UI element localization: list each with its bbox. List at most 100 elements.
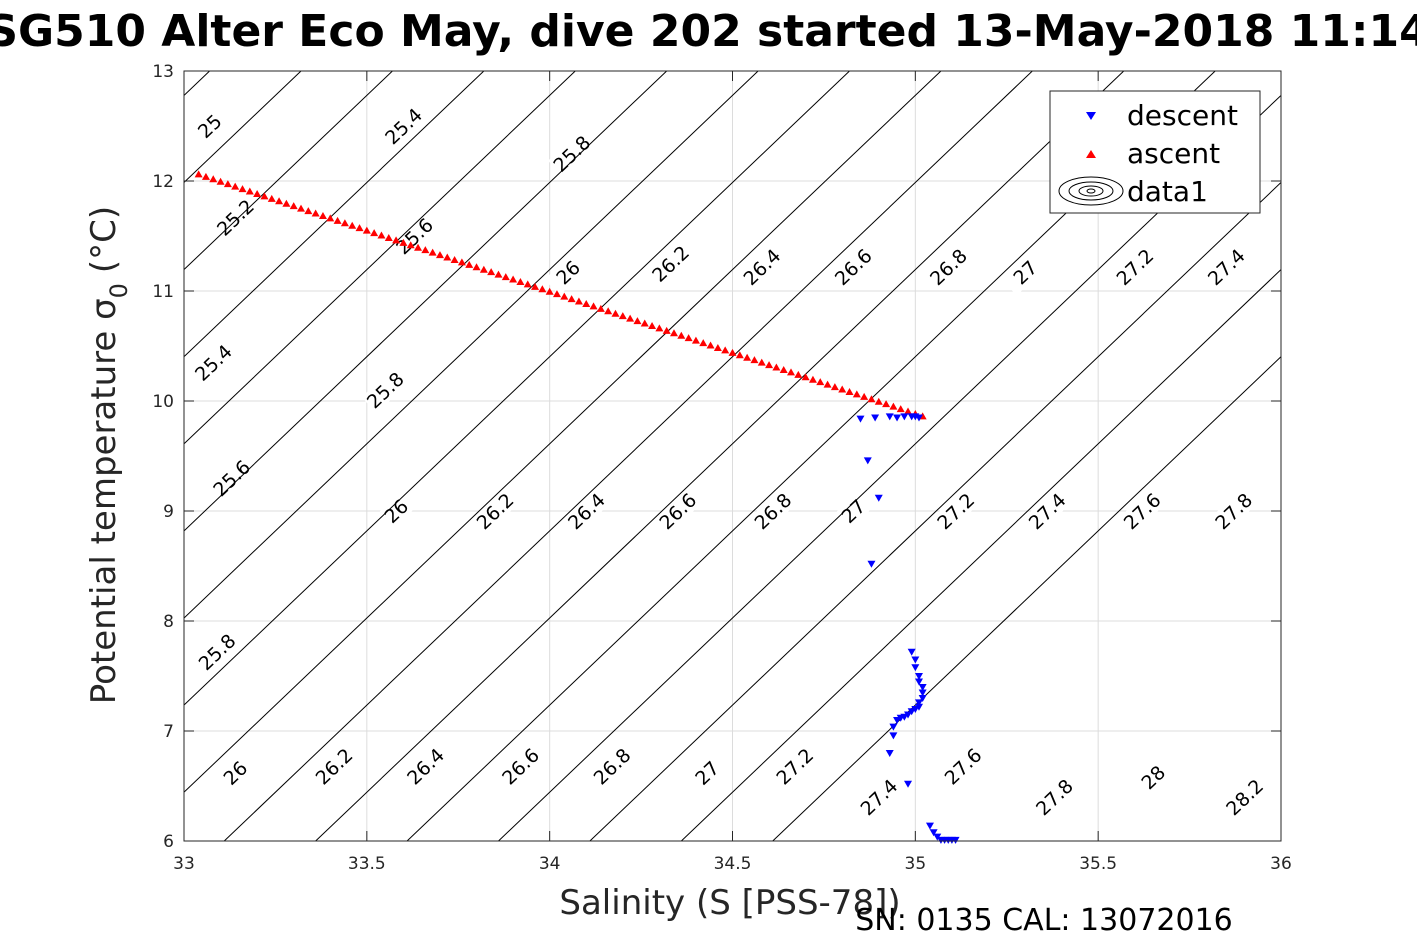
isopycnal-label-bg xyxy=(1001,249,1049,296)
y-tick-label: 7 xyxy=(163,722,174,742)
isopycnal-label-26.8: 26.8 xyxy=(926,245,972,290)
ascent-point xyxy=(757,358,766,366)
ascent-point xyxy=(560,292,569,300)
isopycnal-label-bg xyxy=(829,487,877,535)
ascent-point xyxy=(326,214,335,222)
y-axis-label: Potential temperature σ0 (°C) xyxy=(84,206,133,704)
x-tick-label: 33 xyxy=(173,854,195,874)
ascent-point xyxy=(765,361,774,369)
isopycnal-label-26.6: 26.6 xyxy=(831,245,877,290)
isopycnal-label-bg xyxy=(749,487,797,535)
isopycnal-label-bg xyxy=(186,102,234,150)
isopycnal-26.4 xyxy=(184,71,759,619)
isopycnal-label-bg xyxy=(548,130,596,177)
ascent-point xyxy=(245,187,254,195)
ascent-point xyxy=(830,383,839,391)
ascent-point xyxy=(611,309,620,317)
isopycnal-label-27.4: 27.4 xyxy=(1025,489,1071,534)
legend-descent-marker xyxy=(1086,112,1096,120)
isopycnal-label-27.2: 27.2 xyxy=(772,744,818,789)
ascent-point xyxy=(582,299,591,307)
descent-point xyxy=(907,648,916,656)
isopycnal-label-bg xyxy=(738,243,786,290)
ascent-point xyxy=(289,202,298,210)
descent-point xyxy=(885,413,894,421)
ascent-point xyxy=(487,268,496,276)
ascent-point xyxy=(253,189,262,197)
legend-ascent-marker xyxy=(1086,150,1096,158)
ascent-point xyxy=(362,226,371,234)
descent-point xyxy=(900,413,909,421)
isopycnal-label-bg xyxy=(588,743,636,790)
ascent-point xyxy=(896,405,905,413)
isopycnal-label-bg xyxy=(1220,773,1268,821)
ascent-point xyxy=(735,351,744,359)
ascent-point xyxy=(304,207,313,215)
ascent-point xyxy=(509,275,518,283)
descent-point xyxy=(871,414,880,422)
ascent-point xyxy=(801,373,810,381)
isopycnal-label-bg xyxy=(211,749,259,796)
ascent-point xyxy=(699,339,708,347)
ascent-point xyxy=(772,363,781,371)
isopycnal-label-26.2: 26.2 xyxy=(648,242,694,287)
descent-point xyxy=(951,836,960,844)
descent-point xyxy=(911,706,920,713)
isopycnal-label-bg xyxy=(1111,243,1159,290)
isopycnal-label-bg xyxy=(855,773,903,821)
descent-point xyxy=(896,714,905,722)
isopycnal-label-bg xyxy=(496,743,544,790)
isopycnal-label-bg xyxy=(1118,487,1166,535)
ascent-point xyxy=(589,302,598,310)
ascent-point xyxy=(721,346,730,354)
descent-series xyxy=(856,413,960,844)
descent-point xyxy=(918,695,927,702)
ascent-point xyxy=(238,185,247,193)
isopycnal-label-25.6: 25.6 xyxy=(209,456,255,501)
descent-point xyxy=(918,689,927,697)
y-tick-label: 6 xyxy=(163,832,174,852)
ascent-point xyxy=(574,297,583,305)
y-tick-label: 8 xyxy=(163,612,174,632)
isopycnal-label-27.6: 27.6 xyxy=(941,744,987,789)
ascent-point xyxy=(604,307,613,315)
ascent-point xyxy=(457,258,466,266)
descent-point xyxy=(918,684,927,691)
ascent-point xyxy=(421,246,430,254)
descent-point xyxy=(904,711,913,719)
descent-point xyxy=(914,699,923,707)
ascent-point xyxy=(596,304,605,312)
ascent-point xyxy=(472,263,481,271)
ascent-point xyxy=(823,380,832,388)
isopycnal-label-bg xyxy=(390,212,438,260)
isopycnal-label-25.4: 25.4 xyxy=(381,104,427,149)
isopycnal-label-bg xyxy=(361,366,409,414)
y-tick-label: 11 xyxy=(152,282,174,302)
ascent-point xyxy=(348,221,357,229)
ascent-point xyxy=(318,211,327,219)
serial-calibration-footer: SN: 0135 CAL: 13072016 xyxy=(855,903,1233,938)
ascent-point xyxy=(399,238,408,246)
isopycnal-label-27.8: 27.8 xyxy=(1211,489,1257,534)
grid xyxy=(184,71,1281,841)
isopycnal-label-bg xyxy=(1202,243,1250,290)
descent-point xyxy=(889,723,898,731)
ascent-point xyxy=(531,282,540,290)
descent-point xyxy=(893,717,902,724)
isopycnal-26.8 xyxy=(184,71,942,793)
ascent-point xyxy=(838,385,847,393)
ascent-point xyxy=(618,312,627,320)
legend-box xyxy=(1049,90,1261,214)
ascent-point xyxy=(275,197,284,205)
isopycnal-label-25.8: 25.8 xyxy=(549,132,595,177)
isopycnal-label-26.4: 26.4 xyxy=(740,245,786,290)
ascent-point xyxy=(669,329,678,337)
ascent-point xyxy=(538,285,547,293)
descent-point xyxy=(914,673,923,680)
ascent-point xyxy=(889,402,898,410)
isopycnal-label-bg xyxy=(189,339,237,386)
y-axis-label-subscript: 0 xyxy=(105,283,133,298)
ascent-point xyxy=(216,177,225,185)
isopycnal-28 xyxy=(680,268,1281,841)
descent-point xyxy=(914,678,923,686)
